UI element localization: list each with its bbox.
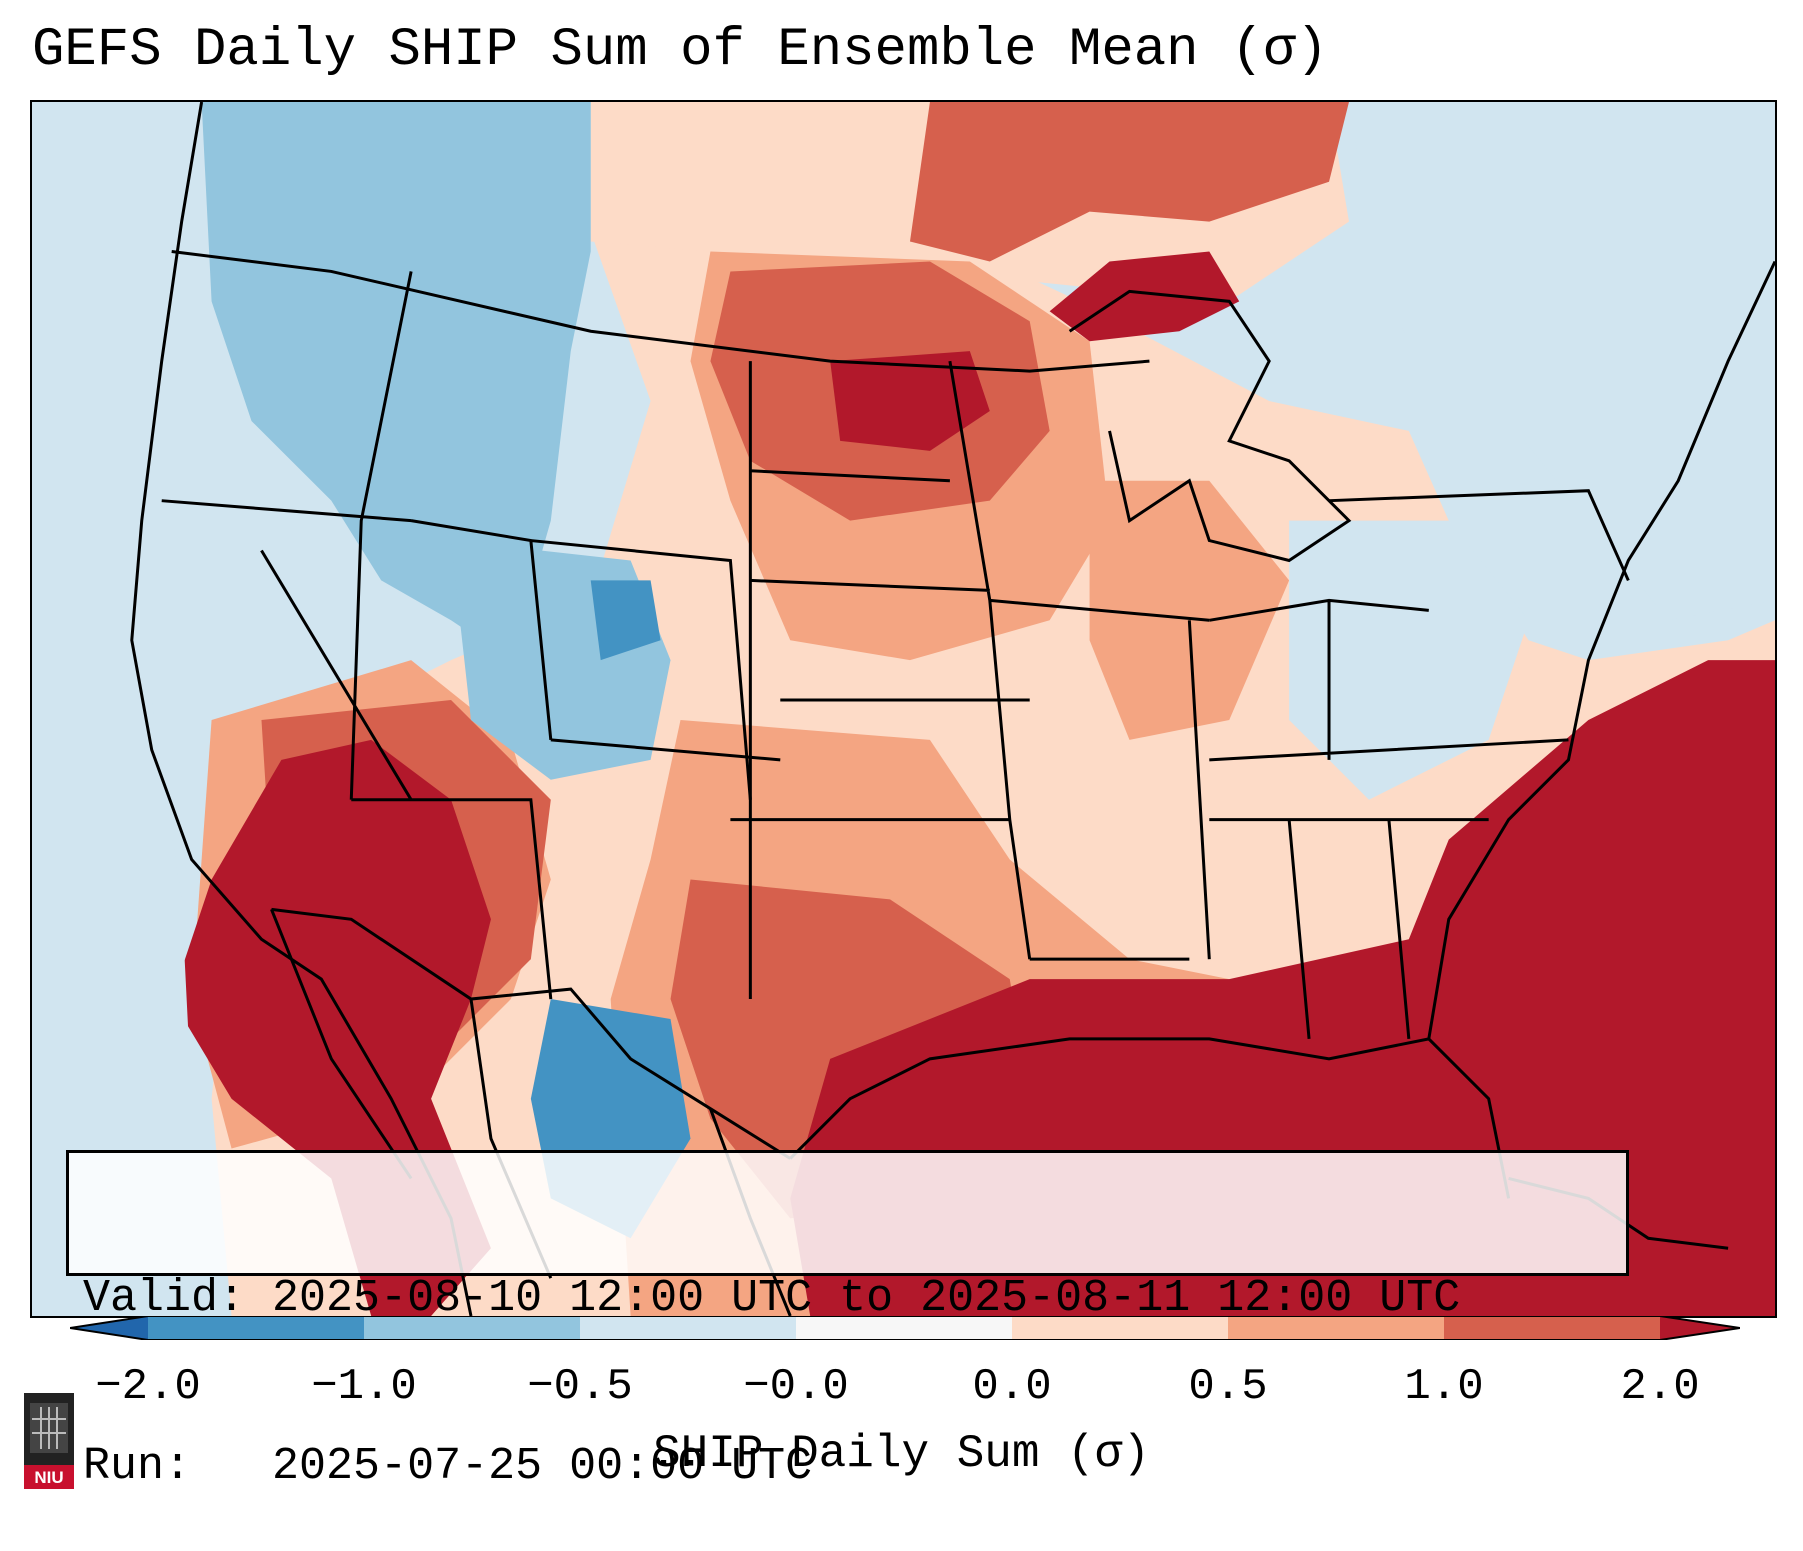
colorbar-segment-7 [1228,1316,1444,1340]
field-positive-midwest [1089,480,1290,740]
colorbar-segment-5 [796,1316,1012,1340]
run-row: Run: 2025-07-25 00:00 UTC [83,1439,1626,1495]
colorbar-segment-1 [70,1316,148,1340]
state-lines-central [730,360,1210,1000]
field-weak-negative-appalachians [1289,520,1529,800]
field-weak-negative-canada-east [1348,102,1775,621]
great-lakes-outline [1068,289,1352,563]
colorbar-tick-label: −0.5 [527,1362,633,1412]
valid-run-info-box: Valid: 2025-08-10 12:00 UTC to 2025-08-1… [66,1150,1629,1492]
colorbar-tick-label: 2.0 [1620,1362,1700,1412]
niu-logo: NIU [24,1393,74,1489]
colorbar-tick-label: −1.0 [311,1362,417,1412]
colorbar-segment-9 [1660,1316,1740,1340]
colorbar-tick-label: 1.0 [1404,1362,1484,1412]
colorbar-segment-6 [1012,1316,1228,1340]
field-very-strong-positive-south-dakota [830,351,990,451]
logo-text: NIU [34,1468,63,1487]
anomaly-fields [32,102,1775,1316]
field-weak-negative-west [32,102,212,1316]
colorbar-tick-label: −0.0 [743,1362,849,1412]
colorbar-label: SHIP Daily Sum (σ) [653,1428,1150,1480]
field-strong-negative-colorado [590,580,661,661]
border-us-canada [171,250,1150,373]
run-label: Run: [83,1441,192,1492]
logo-badge [24,1465,74,1489]
colorbar-segment-8 [1444,1316,1660,1340]
colorbar-tick-label: −2.0 [95,1362,201,1412]
colorbar-segment-3 [364,1316,580,1340]
colorbar [70,1316,1740,1340]
field-strong-positive-north [909,102,1349,262]
run-value: 2025-07-25 00:00 UTC [272,1441,813,1492]
colorbar-segment-4 [580,1316,796,1340]
map-title: GEFS Daily SHIP Sum of Ensemble Mean (σ) [32,20,1329,81]
colorbar-tick-label: 0.5 [1188,1362,1268,1412]
state-lines-west [161,271,781,1000]
field-negative-northwest [201,102,591,661]
coastline-east [1427,260,1775,1040]
border-lines [130,102,1775,1316]
coastline-gulf [789,1037,1511,1199]
logo-tower-grid [32,1407,66,1449]
colorbar-segment-2 [148,1316,364,1340]
ship-anomaly-map [32,102,1775,1316]
colorbar-tick-label: 0.0 [972,1362,1052,1412]
coastline-west [130,102,473,1316]
map-panel [30,100,1777,1318]
state-lines-east [1187,489,1630,1040]
field-very-strong-positive-lake-superior [1049,251,1240,342]
